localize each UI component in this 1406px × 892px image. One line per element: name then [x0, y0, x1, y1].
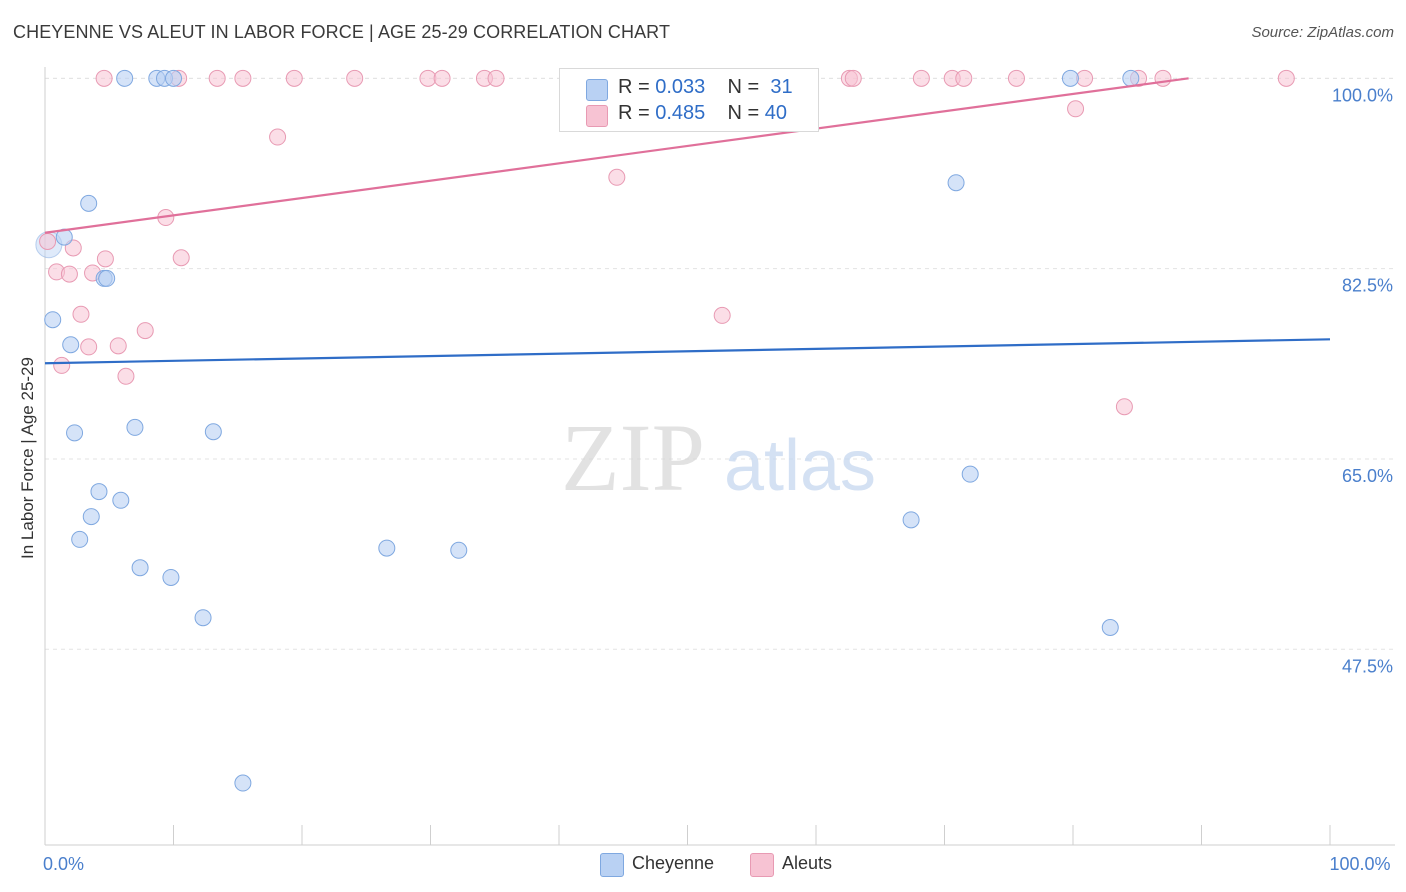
cheyenne-swatch	[586, 79, 608, 101]
aleuts-point	[96, 250, 114, 268]
aleuts-point	[53, 356, 71, 374]
cheyenne-point	[82, 508, 100, 526]
source-label: Source: ZipAtlas.com	[1251, 24, 1394, 41]
aleuts-point	[60, 265, 78, 283]
aleuts-point	[136, 322, 154, 340]
aleuts-point	[39, 232, 57, 250]
cheyenne-point	[1061, 69, 1079, 87]
watermark-zip: ZIP	[561, 404, 705, 511]
watermark-atlas: atlas	[724, 426, 876, 506]
x-tick-label: 100.0%	[1329, 854, 1390, 874]
cheyenne-point	[90, 483, 108, 501]
cheyenne-point	[112, 491, 130, 509]
aleuts-point	[95, 69, 113, 87]
data-points	[35, 69, 1295, 792]
aleuts-point	[234, 69, 252, 87]
aleuts-point	[172, 249, 190, 267]
aleuts-point	[487, 69, 505, 87]
bottom-aleuts-swatch	[750, 853, 774, 877]
cheyenne-point	[902, 511, 920, 529]
cheyenne-n-value: 31	[770, 76, 793, 98]
cheyenne-point	[961, 465, 979, 483]
cheyenne-point	[947, 174, 965, 192]
cheyenne-point	[1101, 619, 1119, 636]
aleuts-point	[109, 337, 127, 355]
aleuts-r-value: 0.485	[655, 102, 706, 124]
aleuts-point	[285, 69, 303, 87]
cheyenne-point	[131, 559, 149, 577]
watermark: ZIP atlas	[561, 404, 876, 511]
bottom-cheyenne-label: Cheyenne	[632, 853, 715, 873]
aleuts-r-label: R =	[618, 102, 656, 124]
aleuts-point	[269, 128, 287, 146]
cheyenne-point	[234, 774, 252, 792]
aleuts-point	[433, 69, 451, 87]
aleuts-point	[713, 306, 731, 324]
aleuts-point	[1076, 69, 1094, 87]
y-tick-label: 65.0%	[1342, 466, 1393, 486]
aleuts-point	[80, 338, 98, 356]
bottom-aleuts-label: Aleuts	[782, 853, 833, 873]
cheyenne-point	[165, 69, 182, 87]
cheyenne-point	[194, 609, 212, 627]
aleuts-point	[117, 367, 135, 385]
correlation-legend: R = 0.033 N = 31 R = 0.485 N = 40	[559, 68, 819, 132]
y-tick-label: 100.0%	[1332, 85, 1393, 105]
y-tick-label: 82.5%	[1342, 276, 1393, 296]
cheyenne-point	[98, 269, 116, 287]
aleuts-point	[1007, 69, 1025, 87]
cheyenne-point	[204, 423, 222, 441]
aleuts-point	[208, 69, 226, 87]
trend-lines	[44, 77, 1331, 365]
cheyenne-point	[66, 424, 84, 442]
y-axis-title: In Labor Force | Age 25-29	[18, 357, 37, 559]
x-tick-label: 0.0%	[43, 854, 84, 874]
aleuts-n-label: N =	[727, 102, 765, 124]
cheyenne-point	[71, 530, 89, 548]
chart-title: CHEYENNE VS ALEUT IN LABOR FORCE | AGE 2…	[13, 22, 671, 42]
cheyenne-point	[62, 336, 80, 354]
aleuts-point	[955, 69, 973, 87]
cheyenne-r-label: R =	[618, 76, 656, 98]
aleuts-point	[1154, 69, 1172, 87]
aleuts-swatch	[586, 105, 608, 127]
cheyenne-point	[80, 194, 98, 212]
aleuts-point	[72, 305, 90, 323]
aleuts-point	[346, 69, 364, 87]
cheyenne-point	[1122, 69, 1140, 87]
grid-lines	[45, 77, 1395, 650]
aleuts-n-value: 40	[764, 102, 788, 124]
aleuts-point	[912, 69, 930, 87]
aleuts-point	[419, 69, 437, 87]
bottom-cheyenne-swatch	[600, 853, 624, 877]
cheyenne-trend-line	[44, 338, 1331, 365]
aleuts-point	[844, 69, 862, 87]
cheyenne-point	[450, 541, 468, 559]
tick-labels: 47.5% 65.0% 82.5% 100.0% 0.0% 100.0%	[43, 85, 1393, 874]
cheyenne-n-label: N =	[727, 76, 765, 98]
y-tick-label: 47.5%	[1342, 656, 1393, 676]
cheyenne-point	[162, 568, 180, 586]
cheyenne-point	[126, 418, 144, 436]
cheyenne-point	[116, 69, 134, 87]
cheyenne-r-value: 0.033	[655, 76, 706, 98]
aleuts-point	[608, 168, 626, 186]
aleuts-point	[1115, 398, 1133, 416]
cheyenne-point	[378, 539, 396, 557]
aleuts-point	[1067, 100, 1085, 118]
aleuts-point	[1277, 69, 1295, 87]
cheyenne-point	[44, 311, 62, 329]
axes	[44, 67, 1395, 846]
aleuts-trend-line	[44, 77, 1189, 234]
